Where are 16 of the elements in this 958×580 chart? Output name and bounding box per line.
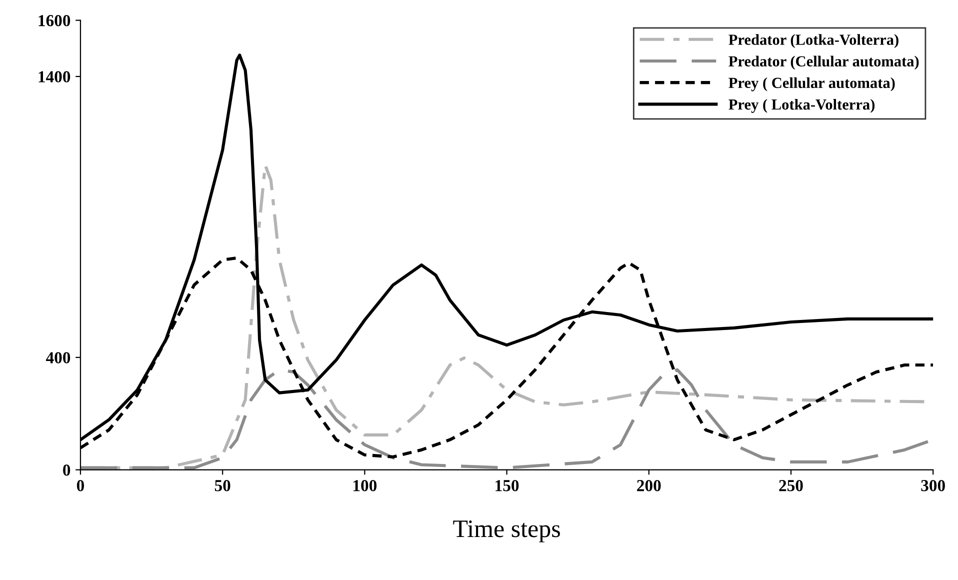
x-tick-label: 250 <box>779 480 803 492</box>
legend-label: Prey ( Cellular automata) <box>728 77 895 92</box>
x-tick-label: 100 <box>354 480 377 492</box>
y-tick-label: 1400 <box>38 71 70 82</box>
legend-label: Predator (Lotka-Volterra) <box>728 34 898 48</box>
x-tick-label: 200 <box>637 480 661 492</box>
legend-label: Prey ( Lotka-Volterra) <box>728 98 875 113</box>
x-tick-label: 150 <box>496 480 519 492</box>
x-tick-label: 300 <box>921 480 945 492</box>
x-tick-label: 0 <box>76 480 84 492</box>
x-tick-label: 50 <box>214 480 230 492</box>
y-tick-label: 400 <box>46 352 70 364</box>
x-axis-title: Time steps <box>453 520 560 542</box>
legend-label: Predator (Cellular automata) <box>728 56 919 70</box>
y-tick-label: 1600 <box>38 15 70 26</box>
y-tick-label: 0 <box>63 464 70 476</box>
